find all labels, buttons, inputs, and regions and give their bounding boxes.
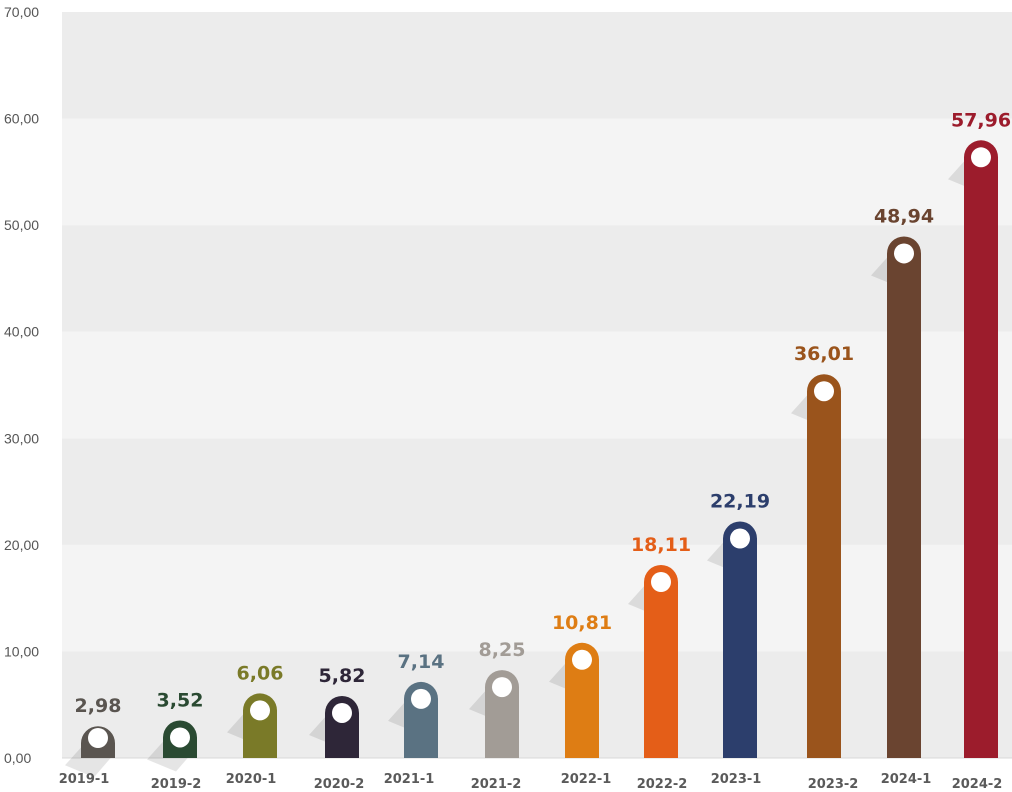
data-label: 22,19 <box>710 491 770 513</box>
bar-group: 36,01 <box>791 343 854 758</box>
grid-band <box>62 12 1012 119</box>
bar <box>565 642 599 758</box>
data-label: 57,96 <box>951 109 1011 131</box>
data-label: 5,82 <box>319 665 366 687</box>
bar-group: 5,82 <box>309 665 365 758</box>
y-tick-label: 60,00 <box>4 111 39 127</box>
data-label: 3,52 <box>157 689 204 711</box>
bar <box>807 374 841 758</box>
bar-marker-dot <box>894 243 914 264</box>
bar <box>644 564 678 758</box>
grid-band <box>62 118 1012 226</box>
x-tick-label: 2024-1 <box>881 772 932 787</box>
bar-group: 22,19 <box>707 491 770 758</box>
bar-marker-dot <box>411 688 431 709</box>
bar-group: 7,14 <box>388 651 444 758</box>
x-tick-label: 2023-1 <box>711 772 762 787</box>
bar-group: 3,52 <box>147 689 204 772</box>
bar-marker-dot <box>170 727 190 748</box>
grid-band <box>62 438 1012 545</box>
data-label: 8,25 <box>479 639 526 661</box>
y-tick-label: 40,00 <box>4 324 39 340</box>
data-label: 10,81 <box>552 612 612 634</box>
bar-group: 2,98 <box>65 695 122 778</box>
bar-group: 48,94 <box>871 205 934 758</box>
y-tick-label: 10,00 <box>4 643 39 659</box>
x-tick-label: 2021-2 <box>471 777 522 792</box>
y-tick-label: 0,00 <box>4 750 31 766</box>
bar-marker-dot <box>250 700 270 721</box>
grid-band <box>62 331 1012 439</box>
bar-marker-dot <box>651 571 671 592</box>
grid-bands <box>62 12 1012 758</box>
bar-group: 8,25 <box>469 639 525 758</box>
bar-marker-dot <box>88 728 108 748</box>
x-axis-ticks: 2019-1 2019-2 2020-1 2020-2 2021-1 2021-2 2022… <box>59 772 1003 792</box>
data-label: 36,01 <box>794 343 854 365</box>
bar <box>887 236 921 758</box>
bar-marker-dot <box>492 677 512 698</box>
bar-marker-dot <box>332 702 352 723</box>
bar-marker-dot <box>971 147 991 168</box>
y-tick-label: 70,00 <box>4 4 39 20</box>
x-tick-label: 2022-2 <box>637 777 688 792</box>
x-tick-label: 2022-1 <box>561 772 612 787</box>
x-tick-label: 2021-1 <box>384 772 435 787</box>
data-label: 18,11 <box>631 534 691 556</box>
x-tick-label: 2023-2 <box>808 777 859 792</box>
y-tick-label: 30,00 <box>4 430 39 446</box>
bar-group: 6,06 <box>227 662 283 758</box>
bar-marker-dot <box>572 649 592 670</box>
data-label: 6,06 <box>237 662 284 684</box>
y-axis-ticks: 0,00 10,00 20,00 30,00 40,00 50,00 60,00 70,00 <box>4 4 39 766</box>
x-tick-label: 2019-1 <box>59 772 110 787</box>
data-label: 48,94 <box>874 205 934 227</box>
bar <box>723 521 757 758</box>
bar-group: 10,81 <box>549 612 612 758</box>
bar-marker-dot <box>730 528 750 549</box>
x-tick-label: 2020-1 <box>226 772 277 787</box>
bar-group: 57,96 <box>948 109 1011 758</box>
bar <box>964 140 998 758</box>
x-tick-label: 2020-2 <box>314 777 365 792</box>
x-tick-label: 2024-2 <box>952 777 1003 792</box>
data-label: 7,14 <box>398 651 445 673</box>
grid-band <box>62 225 1012 332</box>
y-tick-label: 20,00 <box>4 537 39 553</box>
bar-marker-dot <box>814 381 834 402</box>
grid-band <box>62 651 1012 758</box>
y-tick-label: 50,00 <box>4 217 39 233</box>
bar-group: 18,11 <box>628 534 691 758</box>
data-label: 2,98 <box>75 695 122 717</box>
bars: 2,98 3,52 6,06 5,82 7,14 8,25 10,81 18,11 22,19 3… <box>65 109 1011 778</box>
x-tick-label: 2019-2 <box>151 777 202 792</box>
grid-band <box>62 544 1012 652</box>
